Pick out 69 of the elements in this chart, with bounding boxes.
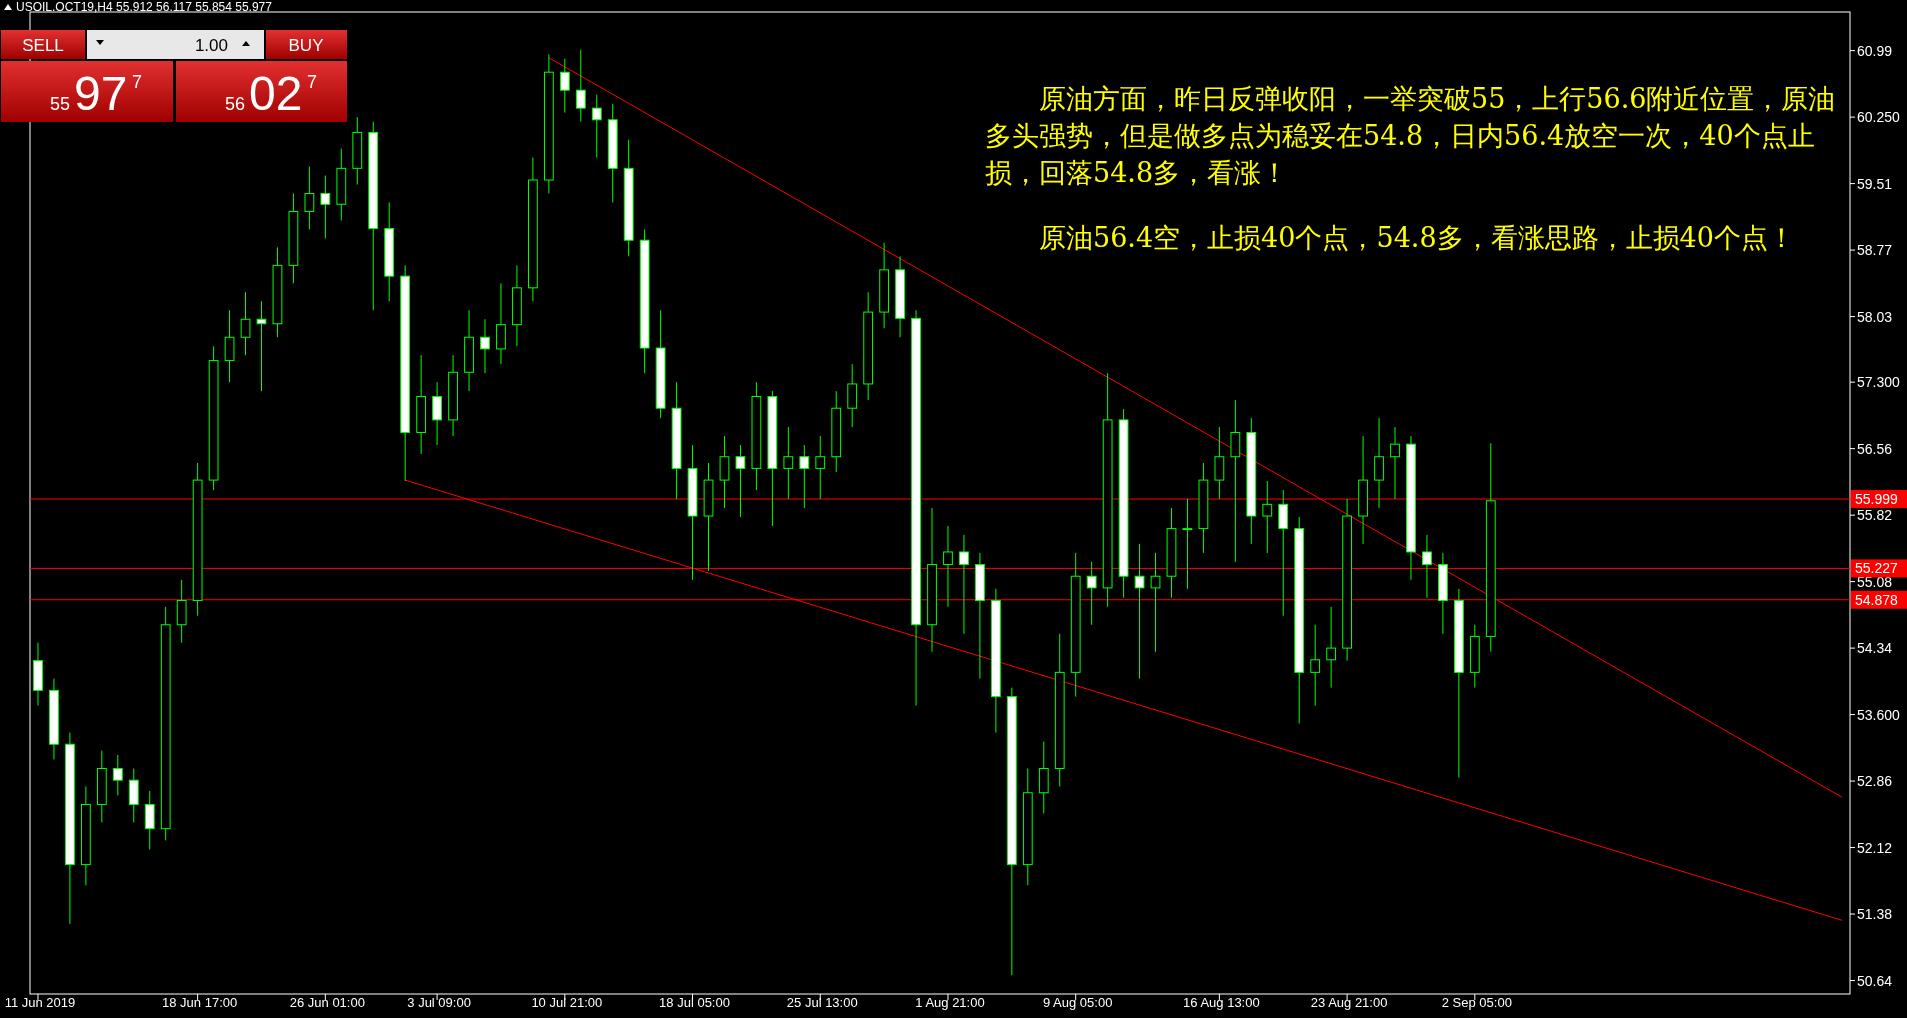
x-tick-label: 26 Jun 01:00 [289,995,365,1010]
annotation: 原油方面，昨日反弹收阳，一举突破55，上行56.6附近位置，原油多头强势，但是做多点为稳妥在54.8，日内56.4放空一次，40个点止损，回落54.8多，看涨！ [985,82,1837,190]
candlestick [432,381,442,446]
x-tick-label: 3 Jul 09:00 [407,995,471,1010]
annotation: 97 [74,67,128,120]
annotation: BUY [288,36,324,55]
y-tick-label: 60.99 [1857,42,1893,59]
annotation: 7 [132,72,143,92]
x-tick-label: 11 Jun 2019 [4,995,76,1010]
y-tick-label: 60.250 [1857,109,1901,126]
candlestick [815,435,826,500]
candlestick [1086,561,1097,626]
x-tick-label: 9 Aug 05:00 [1043,995,1113,1010]
candlestick [591,94,602,159]
ref-line-label: 55.999 [1855,491,1899,508]
y-tick-label: 53.600 [1857,706,1901,723]
candlestick [559,58,570,114]
candlestick [735,444,746,518]
x-tick-label: 2 Sep 05:00 [1441,995,1512,1010]
candlestick [1326,606,1337,689]
y-tick-label: 51.38 [1857,906,1893,923]
candlestick [799,444,810,509]
y-tick-label: 52.86 [1857,773,1893,790]
candlestick [943,525,953,608]
candlestick [240,291,251,356]
annotation: SELL [22,36,64,55]
ref-line-label: 54.878 [1855,591,1899,608]
candlestick [320,175,331,239]
y-tick-label: 58.77 [1857,242,1893,259]
x-tick-label: 18 Jun 17:00 [162,995,238,1010]
annotation: 56 [225,94,246,114]
candlestick [1182,498,1193,590]
y-tick-label: 52.12 [1857,839,1893,856]
y-tick-label: 58.03 [1857,308,1893,325]
y-tick-label: 59.51 [1857,175,1893,192]
candlestick [480,318,490,374]
candlestick [783,426,794,500]
x-tick-label: 18 Jul 05:00 [659,995,730,1010]
candlestick [959,534,969,635]
y-tick-label: 54.34 [1857,640,1893,657]
candlestick [112,754,123,796]
x-tick-label: 10 Jul 21:00 [531,995,603,1010]
annotation: 02 [249,67,303,120]
candlestick [1150,552,1161,653]
annotation: 55 [50,94,71,114]
candlestick [575,49,586,123]
candlestick [1422,534,1432,599]
candlestick [1390,426,1400,500]
annotation: 1.00 [194,36,228,55]
y-tick-label: 56.56 [1857,440,1893,457]
candlestick [719,435,730,509]
y-tick-label: 50.64 [1857,972,1893,989]
x-tick-label: 25 Jul 13:00 [786,995,858,1010]
candlestick [1134,543,1145,680]
candlestick [304,166,315,230]
chart-title: USOIL.OCT19,H4 55.912 56.117 55.854 55.977 [16,0,273,14]
candlestick [1374,417,1384,509]
candlestick [1214,426,1225,500]
candlestick [1262,480,1273,554]
candlestick [224,309,235,383]
annotation: 原油56.4空，止损40个点，54.8多，看涨思路，止损40个点！ [1038,221,1796,255]
x-tick-label: 1 Aug 21:00 [915,995,985,1010]
candlestick [1310,624,1321,707]
x-tick-label: 23 Aug 21:00 [1310,995,1388,1010]
candlestick [256,300,267,392]
x-tick-label: 16 Aug 13:00 [1183,995,1260,1010]
y-tick-label: 57.300 [1857,374,1901,391]
annotation: 7 [307,72,318,92]
y-tick-label: 55.82 [1857,507,1893,524]
